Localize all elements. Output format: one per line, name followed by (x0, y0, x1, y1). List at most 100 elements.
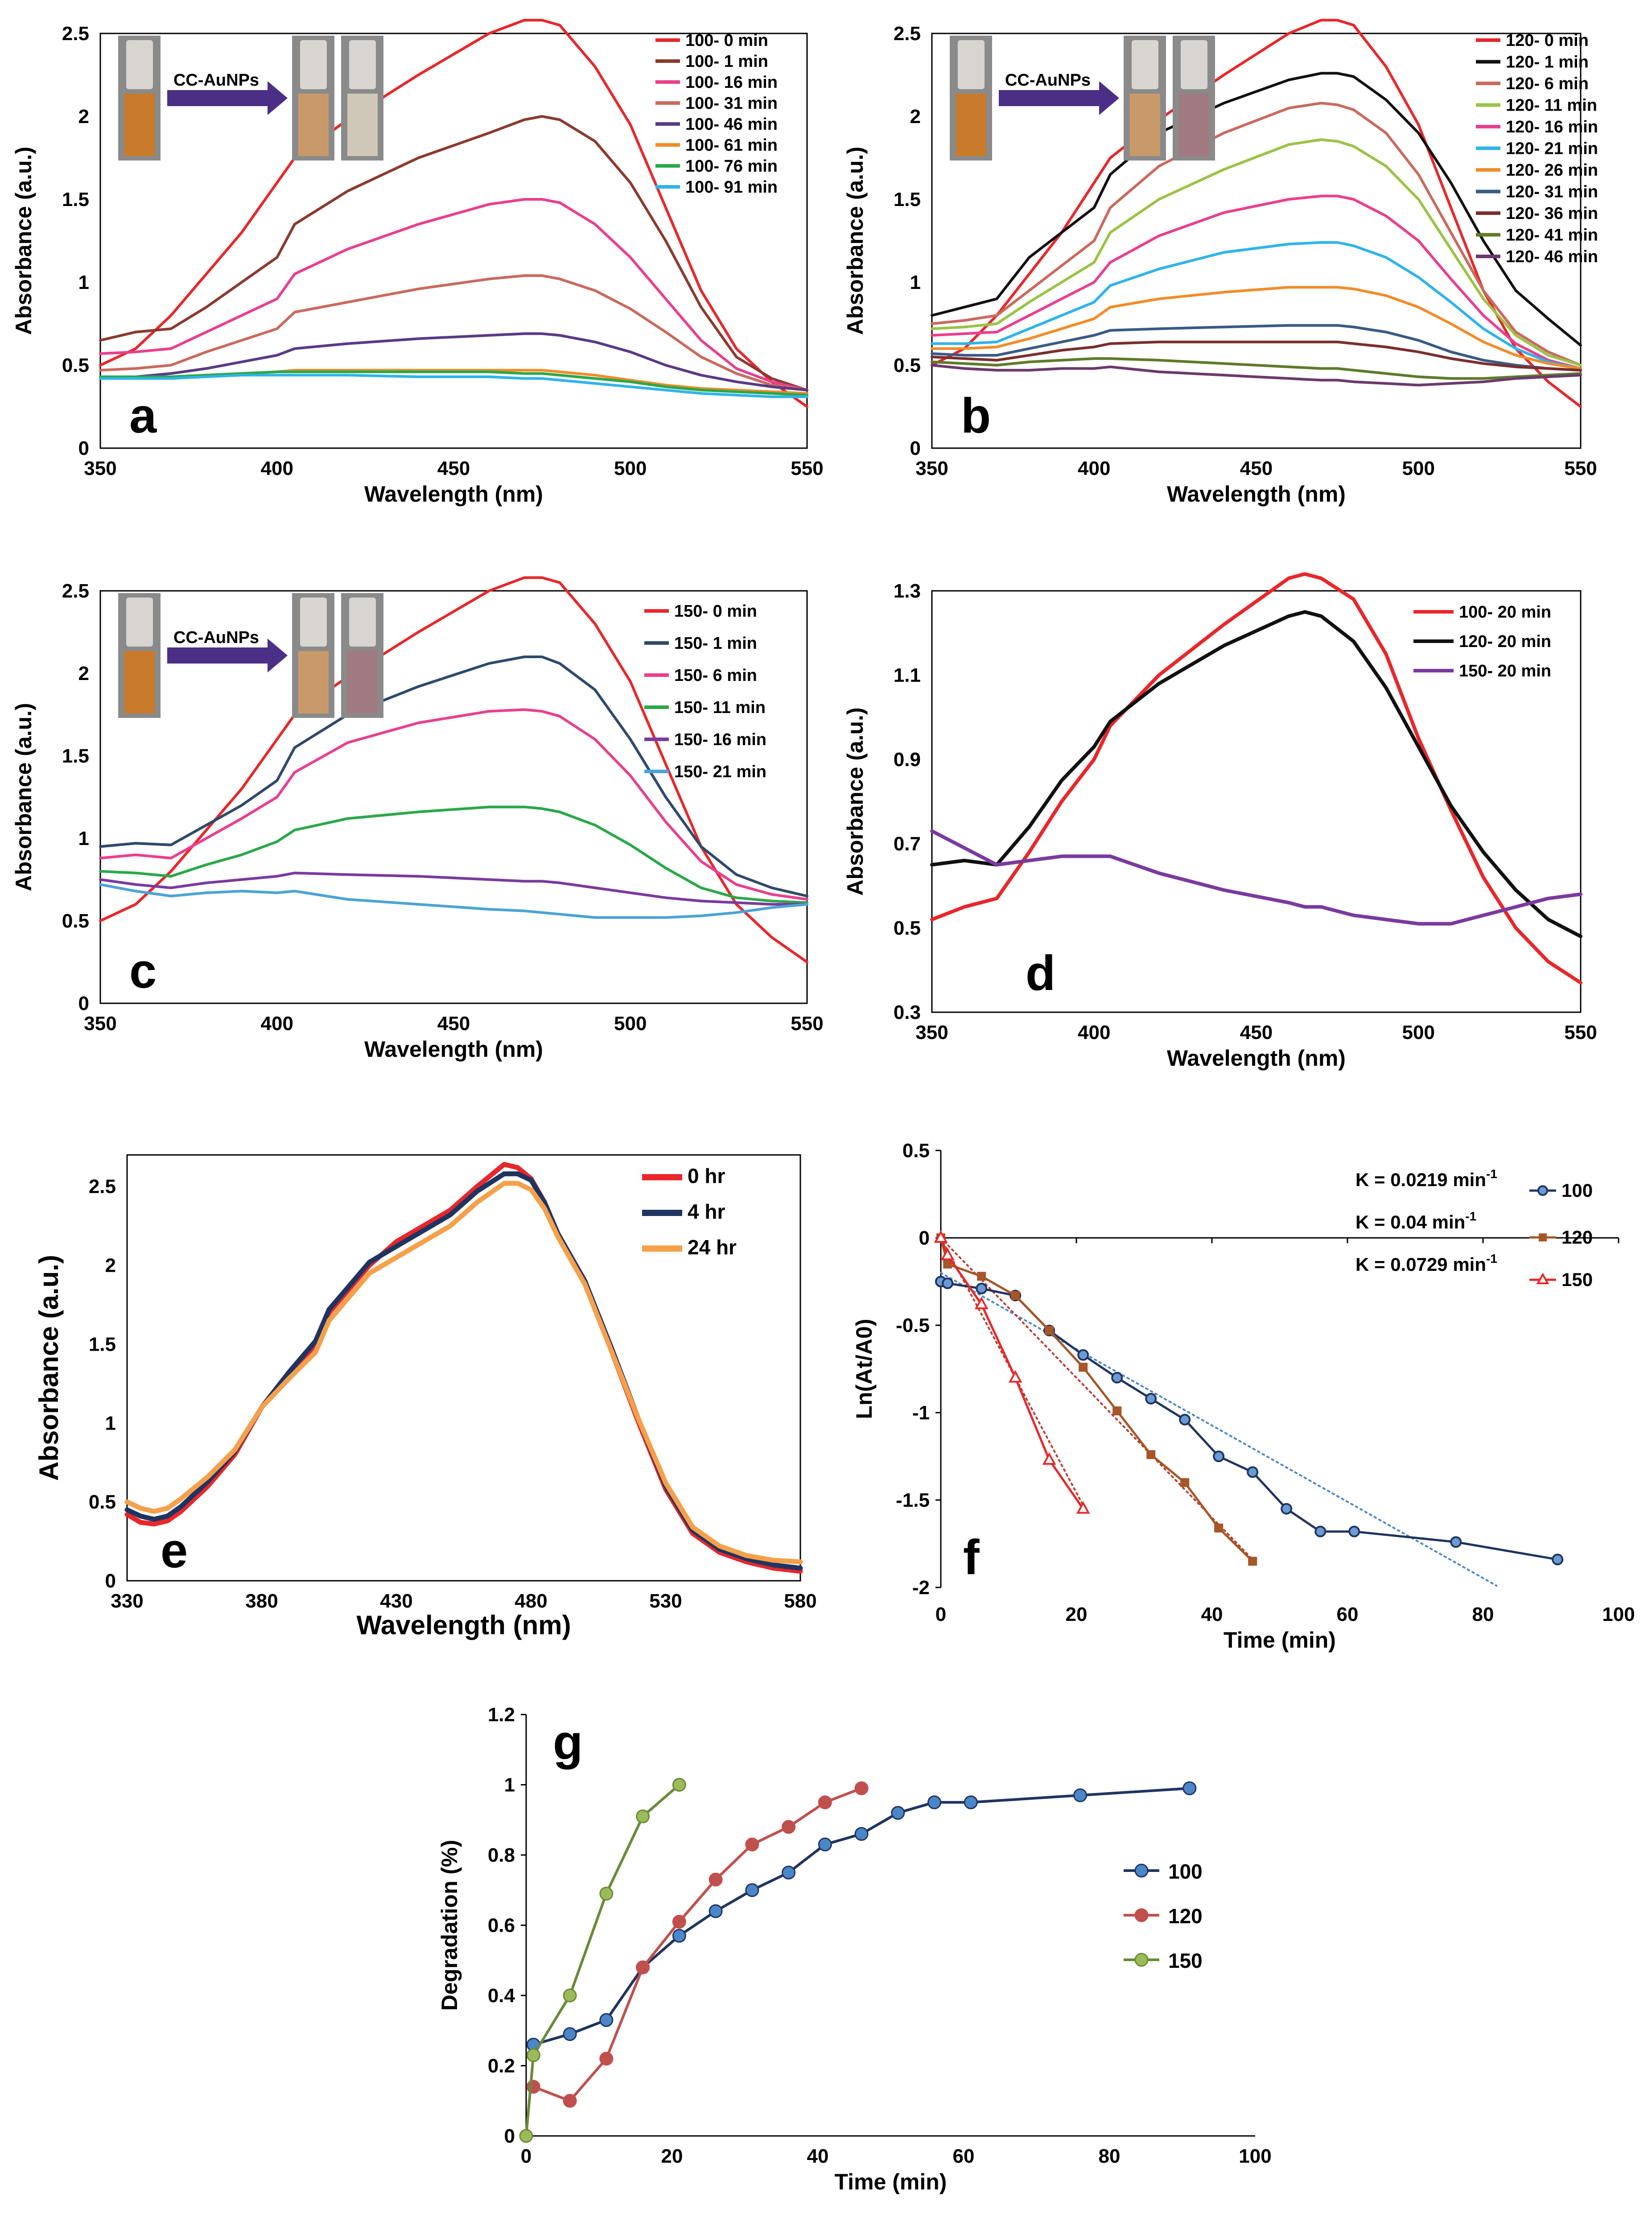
legend-marker (1134, 1908, 1149, 1922)
legend-marker (1537, 1185, 1548, 1196)
legend-label: 100- 61 min (685, 136, 778, 155)
panel-c: 350 400 450 500 550 0 0.5 1 1.5 2 2.5 Wavelength (n… (11, 576, 824, 1062)
inset-label: CC-AuNPs (1005, 71, 1091, 90)
vial-solution (1130, 94, 1160, 156)
legend-label: 150- 16 min (674, 730, 766, 749)
y-tick-label: 1.2 (488, 1704, 515, 1726)
x-tick-label: 550 (1564, 458, 1597, 479)
panel-a: 350 400 450 500 550 0 0.5 1 1.5 2 2.5 Wavelength (n… (11, 19, 824, 507)
legend-label: 120 (1561, 1227, 1593, 1248)
data-point-100 (782, 1865, 796, 1880)
y-tick-label: 1.1 (894, 664, 921, 686)
y-tick-label: 0.6 (488, 1915, 515, 1937)
vial-solution (1179, 94, 1209, 156)
x-tick-label: 450 (437, 1013, 470, 1035)
data-point-100 (709, 1904, 723, 1918)
vial-cap (1132, 40, 1158, 89)
panel-letter-e: e (161, 1523, 188, 1578)
data-point-100 (976, 1282, 988, 1294)
series-line-120-46min (931, 364, 1582, 387)
legend-label: 0 hr (688, 1164, 725, 1187)
y-tick-label: -1.5 (896, 1489, 930, 1511)
y-tick-label: 1.5 (62, 745, 89, 767)
x-tick-label: 400 (1078, 1022, 1110, 1043)
arrow-head (268, 639, 288, 672)
vial-cap (126, 598, 153, 647)
data-point-150 (1008, 1370, 1022, 1383)
legend-label: 24 hr (688, 1236, 737, 1259)
data-point-100 (1348, 1525, 1360, 1538)
data-point-120 (1214, 1523, 1224, 1533)
legend-label: 100- 1 min (685, 52, 768, 71)
vial-cap (349, 40, 376, 89)
fit-line-100 (940, 1272, 1498, 1587)
x-tick-label: 350 (915, 1022, 948, 1043)
x-tick-label: 450 (437, 458, 470, 479)
rate-constant-value: K = 0.0729 min (1355, 1254, 1486, 1275)
legend-label: 150- 6 min (674, 666, 757, 685)
x-tick-label: 20 (1066, 1604, 1088, 1625)
data-point-100 (1179, 1414, 1191, 1426)
series-line-100-20min (930, 572, 1582, 985)
panel-letter-d: d (1026, 946, 1055, 1001)
vial-photo-3 (341, 593, 383, 718)
x-tick-label: 350 (84, 458, 116, 479)
x-tick-label: 480 (515, 1590, 547, 1612)
panel-d: 350 400 450 500 550 0.3 0.5 0.7 0.9 1.1 1.3 Wavelen… (843, 572, 1597, 1071)
x-tick-label: 350 (915, 458, 948, 479)
panel-letter-a: a (129, 388, 157, 443)
series-line-100-76min (99, 370, 808, 396)
y-tick-label: 0.4 (488, 1985, 515, 2007)
y-axis-title: Degradation (%) (437, 1840, 462, 2011)
legend-label: 150- 1 min (674, 634, 757, 653)
arrow-head (268, 81, 288, 115)
data-point-100 (563, 2027, 577, 2041)
x-tick-label: 400 (261, 1013, 293, 1035)
legend-label: 150- 0 min (674, 602, 757, 621)
data-point-100 (891, 1806, 905, 1820)
series-line-120-36min (931, 340, 1582, 372)
y-tick-label: 0.7 (894, 833, 921, 855)
x-axis-title: Time (min) (1224, 1628, 1336, 1653)
data-point-150 (526, 2048, 540, 2062)
panel-e: 330 380 430 480 530 580 0 0.5 1 1.5 2 2.5 Wavelength… (34, 1154, 817, 1640)
y-tick-label: 0 (105, 1570, 116, 1592)
data-point-150 (1076, 1501, 1090, 1514)
y-tick-label: 1.5 (62, 189, 89, 210)
panel-letter-g: g (553, 1715, 583, 1770)
legend-label: 120- 0 min (1506, 31, 1589, 50)
series-line-100-46min (99, 332, 808, 392)
y-tick-label: -0.5 (896, 1315, 930, 1336)
inset-label: CC-AuNPs (173, 628, 259, 647)
rate-constant-label: K = 0.04 min-1 (1355, 1209, 1476, 1233)
x-tick-label: 430 (380, 1590, 412, 1612)
x-tick-label: 100 (1239, 2145, 1271, 2167)
x-axis-title: Wavelength (nm) (364, 482, 543, 507)
legend-label: 150 (1561, 1269, 1593, 1290)
data-point-120 (1045, 1326, 1054, 1335)
y-tick-label: 2.5 (62, 23, 89, 45)
rate-constant-exponent: -1 (1486, 1252, 1497, 1266)
vial-cap (349, 598, 376, 647)
series-line-4hr (124, 1171, 803, 1571)
series-line-120-1min (931, 72, 1582, 347)
panel-f: 0 20 40 60 80 100 0.5 0 -0.5 -1 -1.5 -2 Time (min) Ln… (852, 1140, 1635, 1653)
legend-label: 120- 20 min (1459, 632, 1551, 651)
vial-photo-3 (1173, 36, 1215, 161)
data-point-100 (1213, 1451, 1225, 1462)
vial-cap (300, 598, 327, 647)
data-point-100 (964, 1795, 978, 1810)
plot-area-frame (99, 590, 808, 1004)
y-tick-label: 0 (78, 993, 89, 1014)
x-tick-label: 580 (784, 1590, 816, 1612)
data-point-100 (1281, 1503, 1293, 1515)
data-point-100 (854, 1827, 869, 1841)
vial-solution (124, 94, 155, 156)
arrow-shaft (999, 90, 1101, 106)
series-line-24hr (124, 1181, 803, 1565)
y-tick-label: 1.3 (894, 580, 921, 602)
data-point-120 (977, 1272, 986, 1281)
x-tick-label: 400 (1078, 458, 1110, 479)
x-tick-label: 550 (791, 458, 823, 479)
legend-label: 100- 91 min (685, 178, 778, 197)
